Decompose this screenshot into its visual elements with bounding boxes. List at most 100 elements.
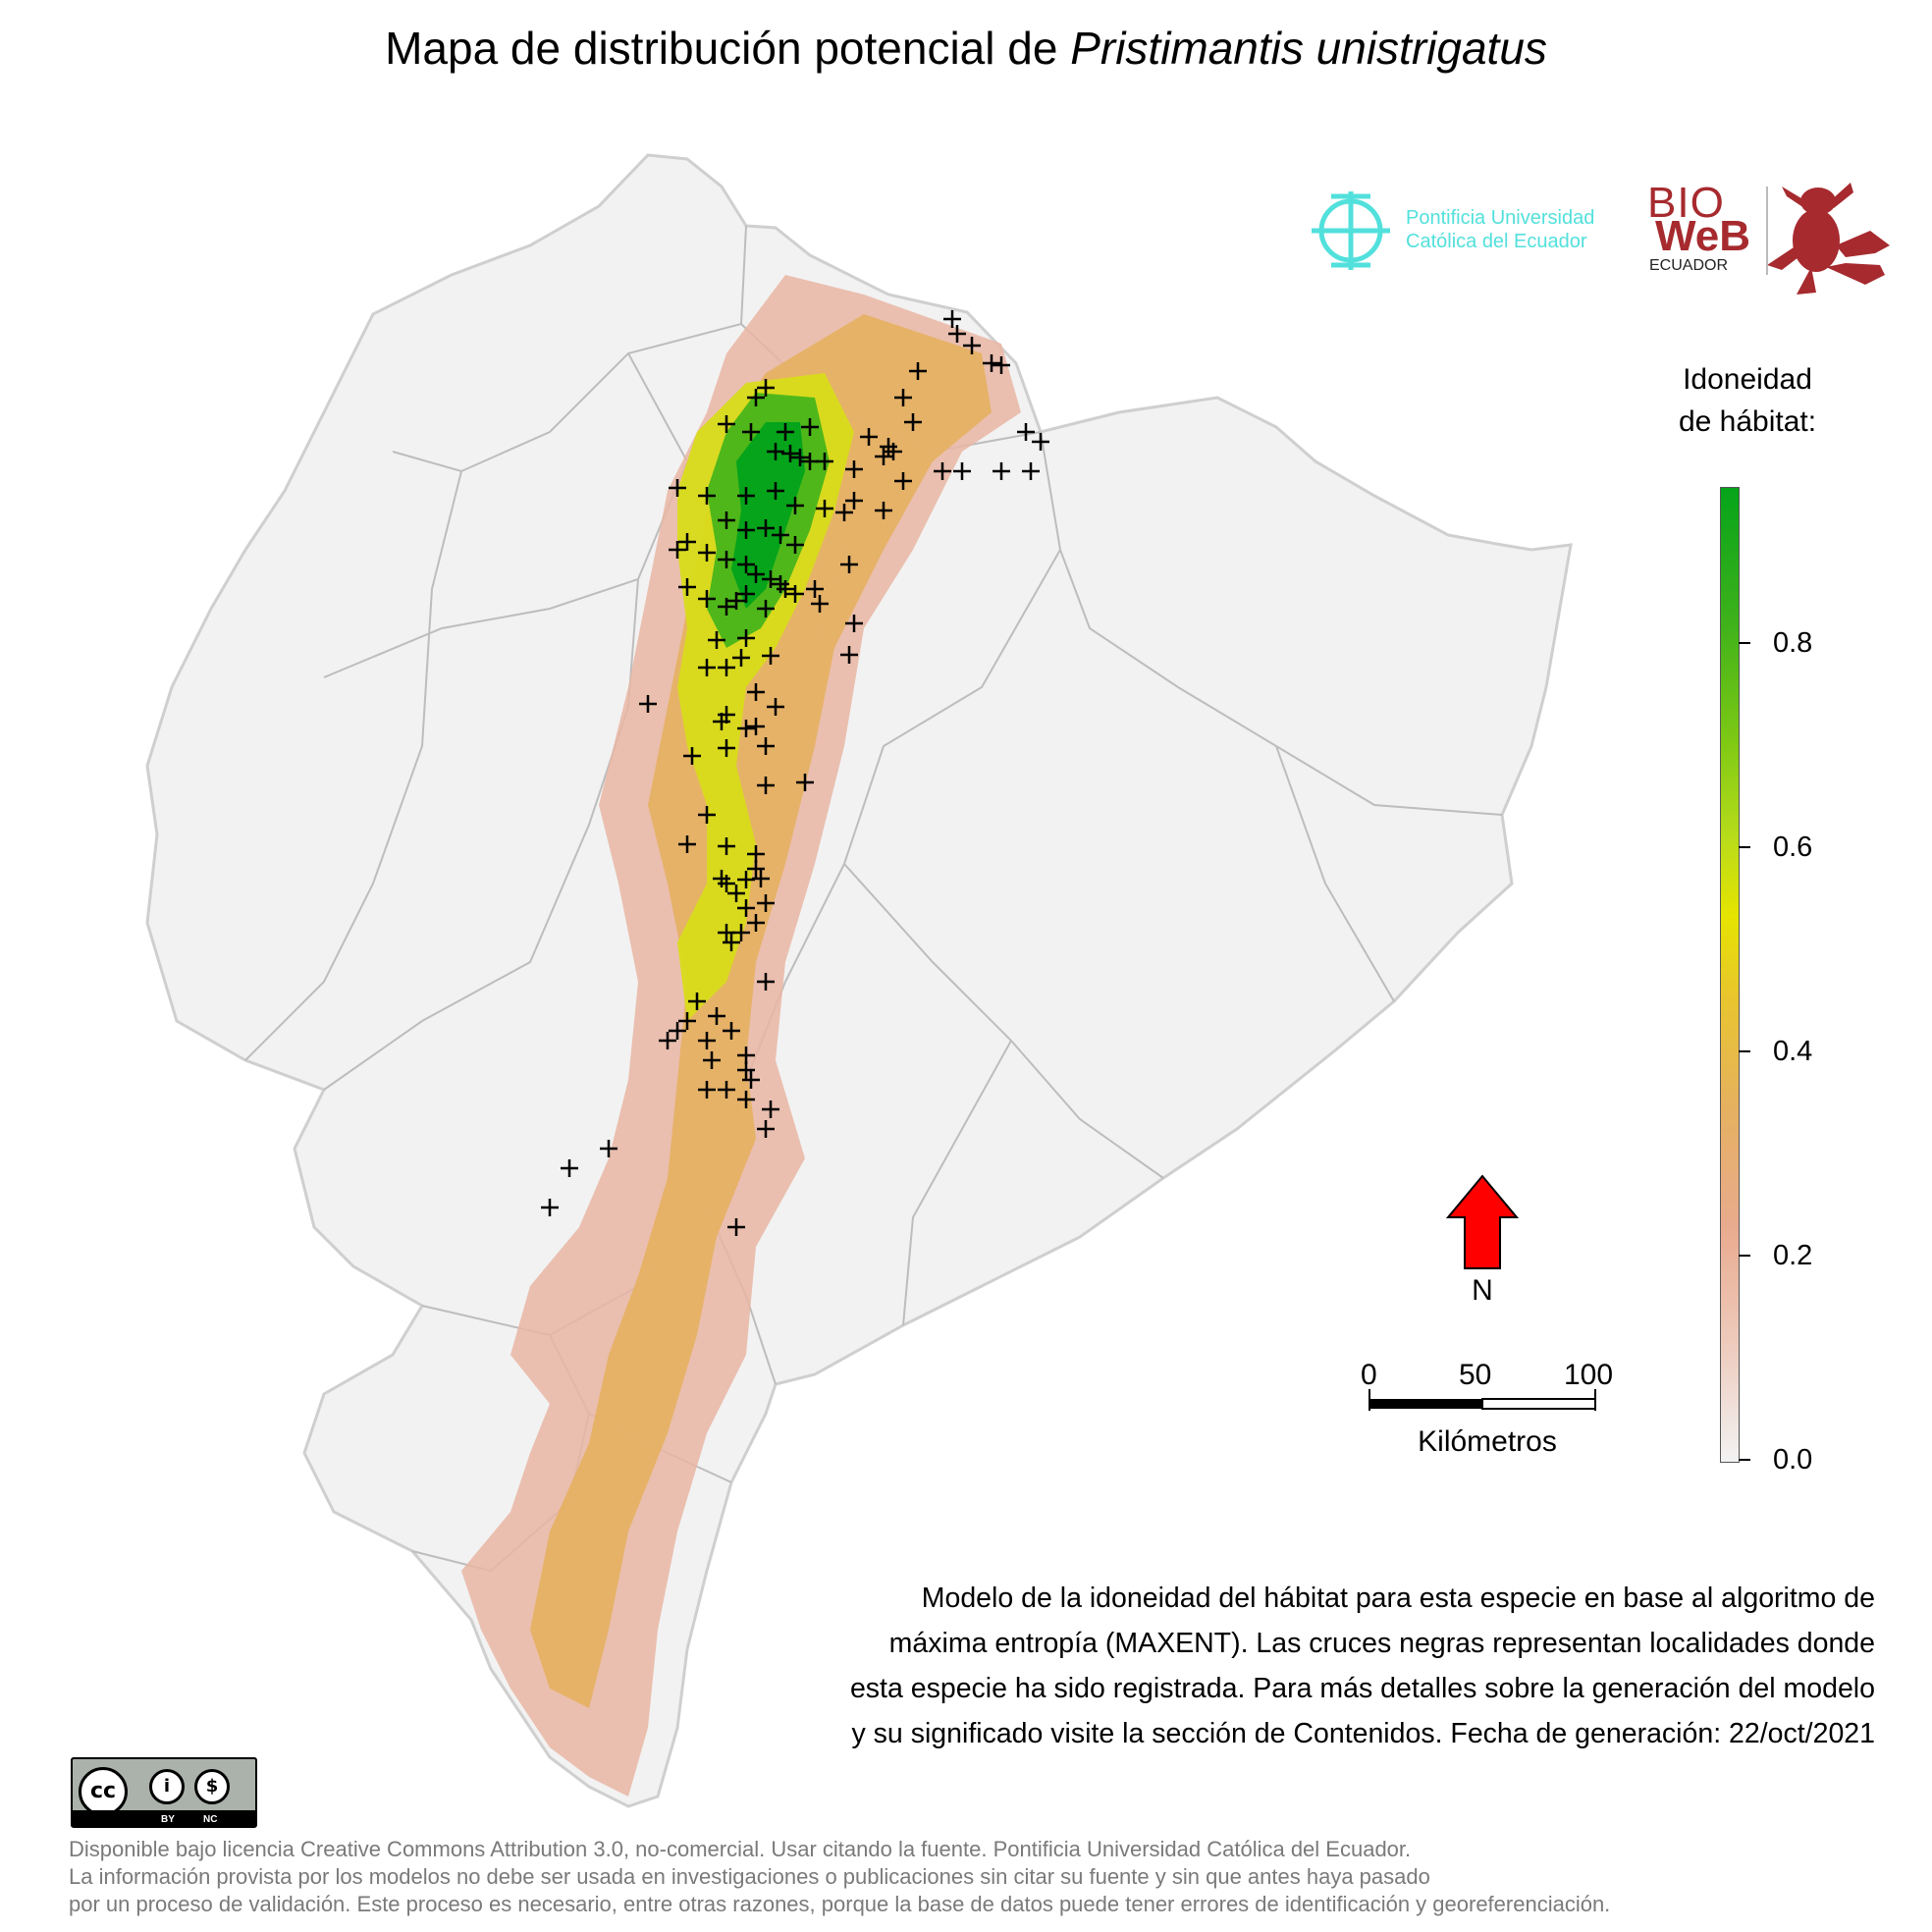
footer-line: La información provista por los modelos …	[69, 1864, 1430, 1889]
occurrence-cross	[561, 1159, 578, 1177]
occurrence-cross	[718, 598, 735, 616]
occurrence-cross	[953, 462, 971, 480]
cc-by-label: BY	[161, 1814, 175, 1825]
occurrence-cross	[894, 389, 912, 406]
occurrence-cross	[806, 580, 824, 598]
occurrence-cross	[678, 835, 696, 853]
occurrence-cross	[845, 615, 863, 632]
occurrence-cross	[742, 423, 760, 441]
legend-tick-label: 0.0	[1773, 1444, 1813, 1476]
occurrence-cross	[747, 860, 765, 878]
occurrence-cross	[909, 362, 927, 380]
occurrence-cross	[767, 698, 784, 716]
description-line: Modelo de la idoneidad del hábitat para …	[921, 1583, 1875, 1614]
occurrence-cross	[885, 443, 902, 460]
cc-nc-label: NC	[203, 1814, 218, 1825]
occurrence-cross	[737, 899, 755, 917]
puce-line2: Católica del Ecuador	[1406, 231, 1587, 252]
occurrence-cross	[786, 536, 804, 554]
occurrence-cross	[727, 885, 745, 902]
occurrence-cross	[669, 479, 686, 497]
occurrence-cross	[678, 533, 696, 551]
occurrence-cross	[757, 973, 775, 991]
legend-tick-label: 0.2	[1773, 1240, 1813, 1271]
occurrence-cross	[875, 502, 892, 519]
occurrence-cross	[835, 504, 853, 521]
legend-colorbar	[1720, 487, 1740, 1463]
creative-commons-badge[interactable]: cc i $ BY NC	[71, 1757, 257, 1828]
scale-label-0: 0	[1361, 1359, 1377, 1391]
occurrence-cross	[1022, 462, 1040, 480]
occurrence-cross	[600, 1140, 617, 1157]
occurrence-cross	[747, 565, 765, 583]
legend-title: Idoneidad de hábitat:	[1649, 358, 1846, 443]
scale-label-50: 50	[1459, 1359, 1492, 1391]
suitability-mid-zone	[530, 314, 992, 1708]
bioweb-ecuador: ECUADOR	[1649, 257, 1729, 274]
occurrence-cross	[698, 659, 716, 676]
occurrence-cross	[737, 629, 755, 647]
occurrence-cross	[757, 519, 775, 537]
scale-unit: Kilómetros	[1418, 1425, 1557, 1458]
occurrence-cross	[747, 914, 765, 932]
occurrence-cross	[698, 1032, 716, 1049]
occurrence-cross	[762, 647, 779, 665]
occurrence-cross	[698, 806, 716, 824]
occurrence-cross	[993, 356, 1010, 374]
occurrence-cross	[801, 418, 819, 436]
occurrence-cross	[708, 1007, 725, 1025]
model-description: Modelo de la idoneidad del hábitat para …	[746, 1576, 1875, 1756]
occurrence-cross	[948, 325, 966, 343]
legend-tick	[1739, 1459, 1750, 1461]
occurrence-cross	[727, 592, 745, 610]
occurrence-cross	[669, 541, 686, 559]
legend-tick-label: 0.8	[1773, 627, 1813, 659]
occurrence-cross	[983, 354, 1000, 372]
north-arrow	[1445, 1174, 1520, 1269]
occurrence-cross	[1017, 423, 1035, 441]
occurrence-cross	[737, 1061, 755, 1079]
license-footer: Disponible bajo licencia Creative Common…	[69, 1836, 1610, 1918]
occurrence-cross	[767, 482, 784, 500]
occurrence-cross	[737, 521, 755, 539]
puce-logo-icon	[1312, 191, 1390, 270]
map-title: Mapa de distribución potencial de Pristi…	[0, 22, 1932, 75]
occurrence-cross	[718, 415, 735, 433]
occurrence-cross	[993, 462, 1010, 480]
occurrence-cross	[752, 870, 770, 887]
occurrence-cross	[698, 1081, 716, 1099]
description-line: esta especie ha sido registrada. Para má…	[849, 1673, 1875, 1704]
occurrence-cross	[718, 837, 735, 855]
occurrence-cross	[772, 526, 789, 544]
occurrence-cross	[747, 389, 765, 406]
occurrence-cross	[718, 511, 735, 529]
occurrence-cross	[762, 1100, 779, 1118]
occurrence-cross	[840, 646, 858, 664]
occurrence-cross	[732, 649, 750, 667]
occurrence-cross	[811, 595, 829, 613]
occurrence-cross	[541, 1199, 559, 1216]
occurrence-cross	[781, 445, 799, 462]
cc-badge-bar	[73, 1810, 255, 1826]
occurrence-cross	[659, 1032, 676, 1049]
occurrence-cross	[845, 492, 863, 510]
occurrence-cross	[786, 497, 804, 514]
occurrence-cross	[934, 462, 951, 480]
occurrence-cross	[860, 428, 878, 446]
occurrence-cross	[737, 556, 755, 573]
occurrence-cross	[796, 774, 814, 791]
title-prefix: Mapa de distribución potencial de	[385, 23, 1071, 74]
occurrence-cross	[757, 1120, 775, 1138]
description-line: máxima entropía (MAXENT). Las cruces neg…	[888, 1628, 1875, 1659]
attribution-icon: i	[149, 1769, 185, 1804]
occurrence-cross	[698, 590, 716, 608]
occurrence-cross	[742, 1071, 760, 1089]
occurrence-cross	[727, 1218, 745, 1236]
occurrence-cross	[718, 659, 735, 676]
province-borders	[244, 225, 1503, 1573]
bioweb-bio: BIO	[1647, 179, 1725, 227]
puce-line1: Pontificia Universidad	[1406, 207, 1595, 229]
occurrence-cross	[747, 718, 765, 735]
occurrence-cross	[777, 580, 794, 598]
noncommercial-icon: $	[194, 1769, 230, 1804]
